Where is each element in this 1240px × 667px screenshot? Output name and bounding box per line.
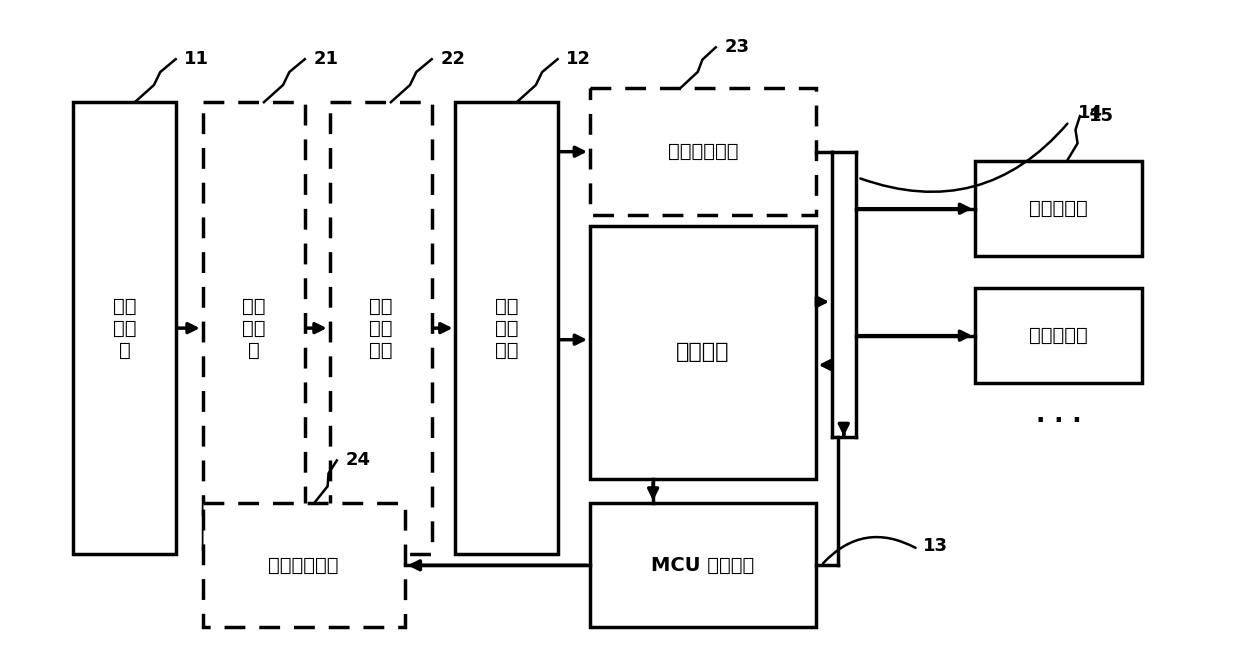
Text: 电源
滤波
模块: 电源 滤波 模块	[368, 297, 392, 360]
Text: 13: 13	[924, 537, 949, 555]
Text: 键盘和指示灯: 键盘和指示灯	[269, 556, 339, 575]
Bar	[73, 102, 176, 554]
Bar	[202, 102, 305, 554]
Bar	[590, 88, 816, 215]
Bar	[975, 288, 1142, 383]
Text: 22: 22	[440, 50, 465, 68]
Text: 电源
保险
丝: 电源 保险 丝	[242, 297, 265, 360]
Text: 14: 14	[1078, 104, 1102, 122]
Bar	[590, 504, 816, 627]
Text: 15: 15	[1089, 107, 1114, 125]
Text: 系统电源模块: 系统电源模块	[667, 142, 738, 161]
Text: . . .: . . .	[1035, 404, 1081, 428]
Text: 24: 24	[346, 452, 371, 470]
Text: 12: 12	[567, 50, 591, 68]
Text: 驱动模块: 驱动模块	[676, 342, 729, 362]
Text: 整流
滤波
模块: 整流 滤波 模块	[495, 297, 518, 360]
Text: MCU 控制模块: MCU 控制模块	[651, 556, 754, 575]
Bar	[975, 161, 1142, 256]
Text: 第二个灯管: 第二个灯管	[1029, 326, 1087, 345]
Text: 第一个灯管: 第一个灯管	[1029, 199, 1087, 218]
Bar	[202, 504, 404, 627]
Bar	[330, 102, 432, 554]
Text: 11: 11	[185, 50, 210, 68]
Text: 23: 23	[724, 38, 749, 56]
Text: 市电
输入
端: 市电 输入 端	[113, 297, 136, 360]
Bar	[590, 226, 816, 479]
Bar	[455, 102, 558, 554]
Text: 21: 21	[314, 50, 339, 68]
